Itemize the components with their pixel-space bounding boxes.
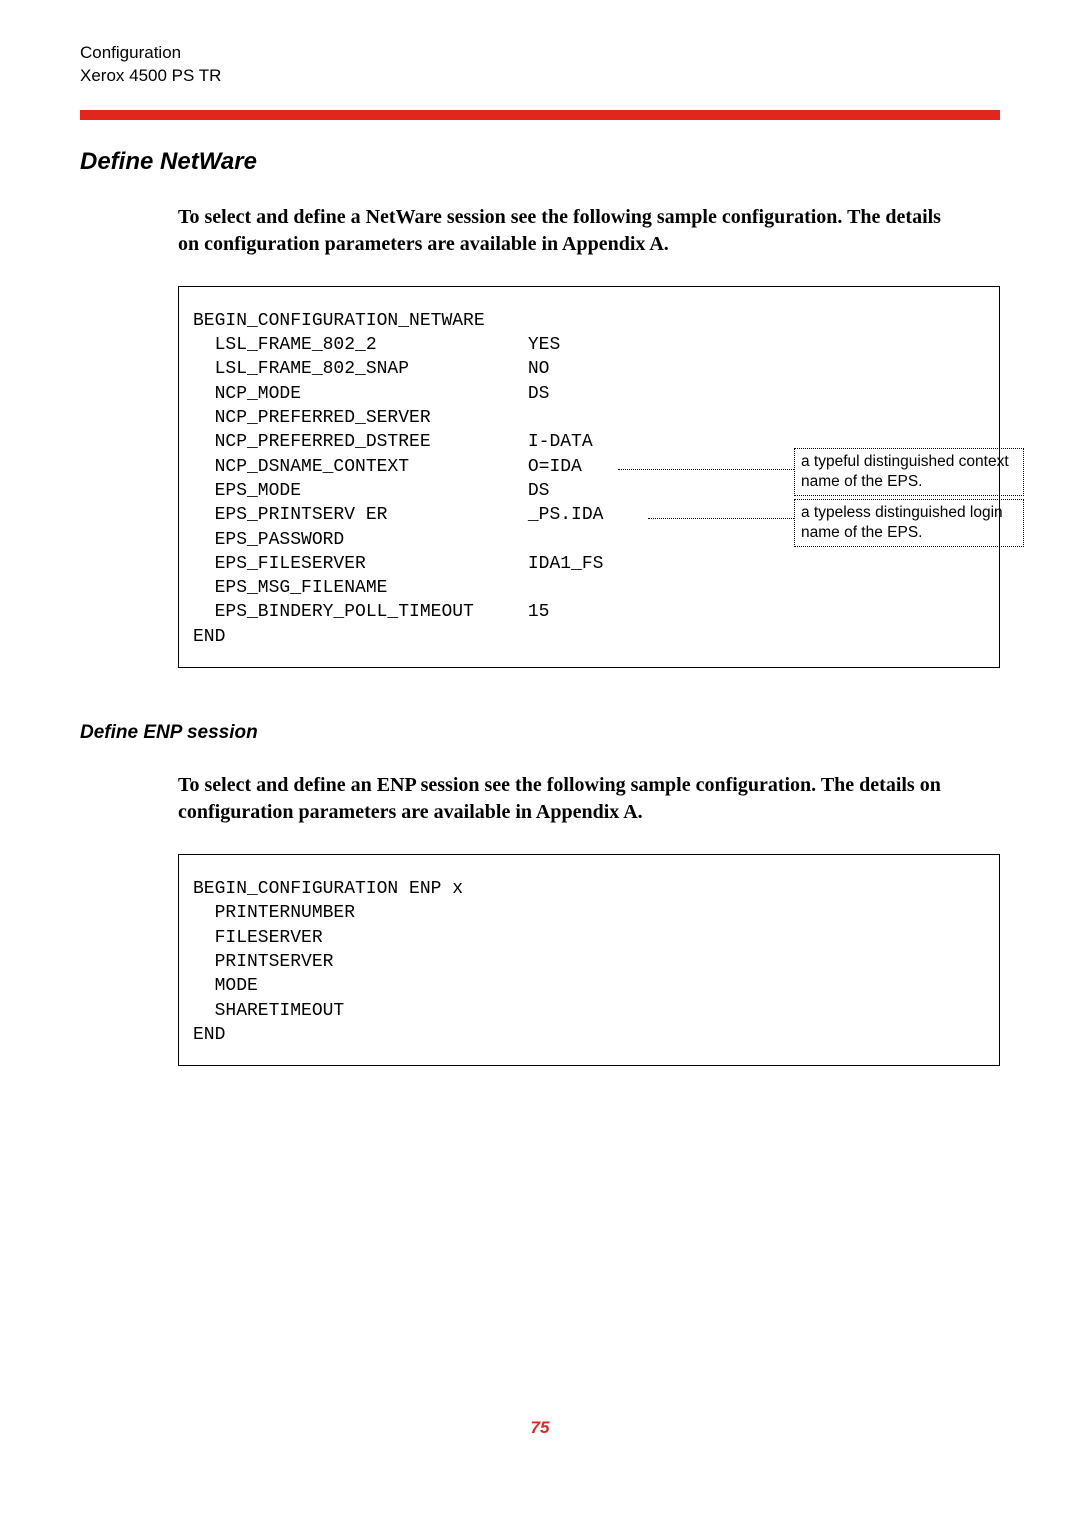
section-title-netware: Define NetWare <box>80 148 1000 176</box>
body-text-netware: To select and define a NetWare session s… <box>178 204 960 258</box>
red-divider-bar <box>80 110 1000 120</box>
body-text-enp: To select and define an ENP session see … <box>178 772 960 826</box>
code-box-wrapper-enp: BEGIN_CONFIGURATION ENP x PRINTERNUMBER … <box>178 854 1000 1066</box>
header-line-1: Configuration <box>80 42 1000 65</box>
page-header: Configuration Xerox 4500 PS TR <box>80 42 1000 88</box>
header-line-2: Xerox 4500 PS TR <box>80 65 1000 88</box>
callout-leader-2 <box>648 518 794 519</box>
section-enp: Define ENP session To select and define … <box>80 722 1000 1066</box>
callout-login-name: a typeless distinguished login name of t… <box>794 499 1024 547</box>
section-title-enp: Define ENP session <box>80 722 1000 744</box>
code-box-enp: BEGIN_CONFIGURATION ENP x PRINTERNUMBER … <box>178 854 1000 1066</box>
code-box-wrapper-netware: BEGIN_CONFIGURATION_NETWARE LSL_FRAME_80… <box>178 286 1000 668</box>
page: Configuration Xerox 4500 PS TR Define Ne… <box>0 0 1080 1066</box>
callout-leader-1 <box>618 469 794 470</box>
page-number: 75 <box>0 1418 1080 1438</box>
callout-context-name: a typeful distinguished context name of … <box>794 448 1024 496</box>
section-netware: Define NetWare To select and define a Ne… <box>80 148 1000 668</box>
